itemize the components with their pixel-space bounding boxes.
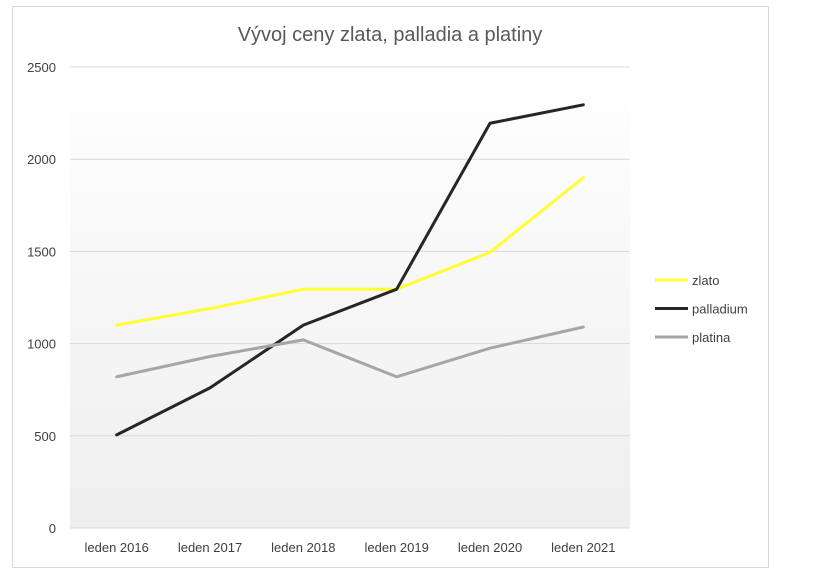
gridlines [70,66,630,529]
chart-title: Vývoj ceny zlata, palladia a platiny [238,24,543,46]
y-tick-label: 1500 [27,244,56,259]
legend-label-platina: platina [692,330,731,345]
x-tick-label: leden 2018 [271,540,335,555]
legend-label-palladium: palladium [692,302,748,317]
x-tick-label: leden 2019 [364,540,428,555]
series-line-platina [115,325,585,379]
x-tick-label: leden 2020 [458,540,522,555]
plot-area [70,67,630,528]
series-lines [115,103,585,437]
series-line-palladium [115,103,585,437]
x-tick-label: leden 2017 [178,540,242,555]
y-tick-label: 500 [34,429,56,444]
y-tick-label: 1000 [27,337,56,352]
x-tick-label: leden 2021 [551,540,615,555]
x-tick-label: leden 2016 [84,540,148,555]
legend-label-zlato: zlato [692,273,719,288]
y-tick-label: 0 [49,521,56,536]
y-axis-ticks: 0 500 1000 1500 2000 2500 [27,60,56,536]
y-tick-label: 2500 [27,60,56,75]
series-line-zlato [115,176,585,327]
x-axis-ticks: leden 2016 leden 2017 leden 2018 leden 2019… [84,540,615,555]
legend: zlato palladium platina [655,273,748,345]
y-tick-label: 2000 [27,152,56,167]
